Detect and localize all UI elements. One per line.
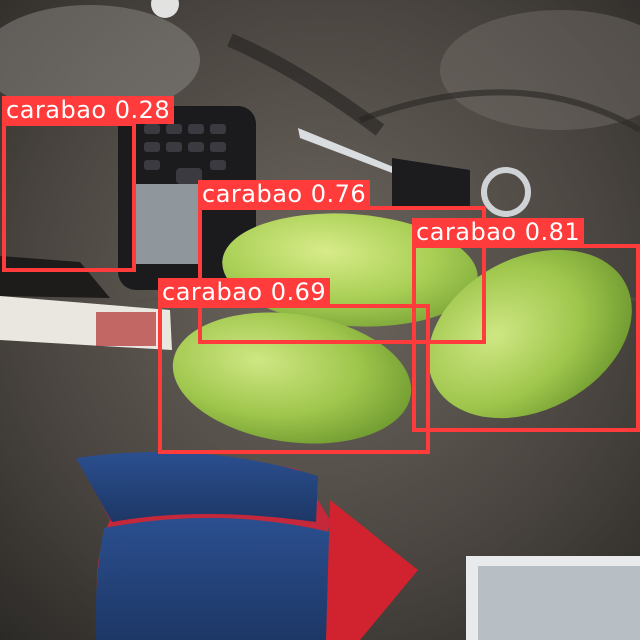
detection-label-2: carabao 0.76 <box>198 180 371 208</box>
detection-class: carabao <box>202 180 303 208</box>
detection-box-4: carabao 0.69 <box>158 278 430 454</box>
detection-label-4: carabao 0.69 <box>158 278 331 306</box>
detection-score: 0.76 <box>310 180 367 208</box>
detection-class: carabao <box>6 96 107 124</box>
detection-box-2: carabao 0.76 <box>198 180 486 344</box>
detection-class: carabao <box>162 278 263 306</box>
detection-box-1: carabao 0.28 <box>2 96 175 272</box>
detection-class: carabao <box>416 218 517 246</box>
detection-box-3: carabao 0.81 <box>412 218 640 432</box>
detection-label-1: carabao 0.28 <box>2 96 175 124</box>
detection-score: 0.69 <box>270 278 327 306</box>
detection-label-3: carabao 0.81 <box>412 218 585 246</box>
detection-score: 0.81 <box>524 218 581 246</box>
detection-score: 0.28 <box>114 96 171 124</box>
